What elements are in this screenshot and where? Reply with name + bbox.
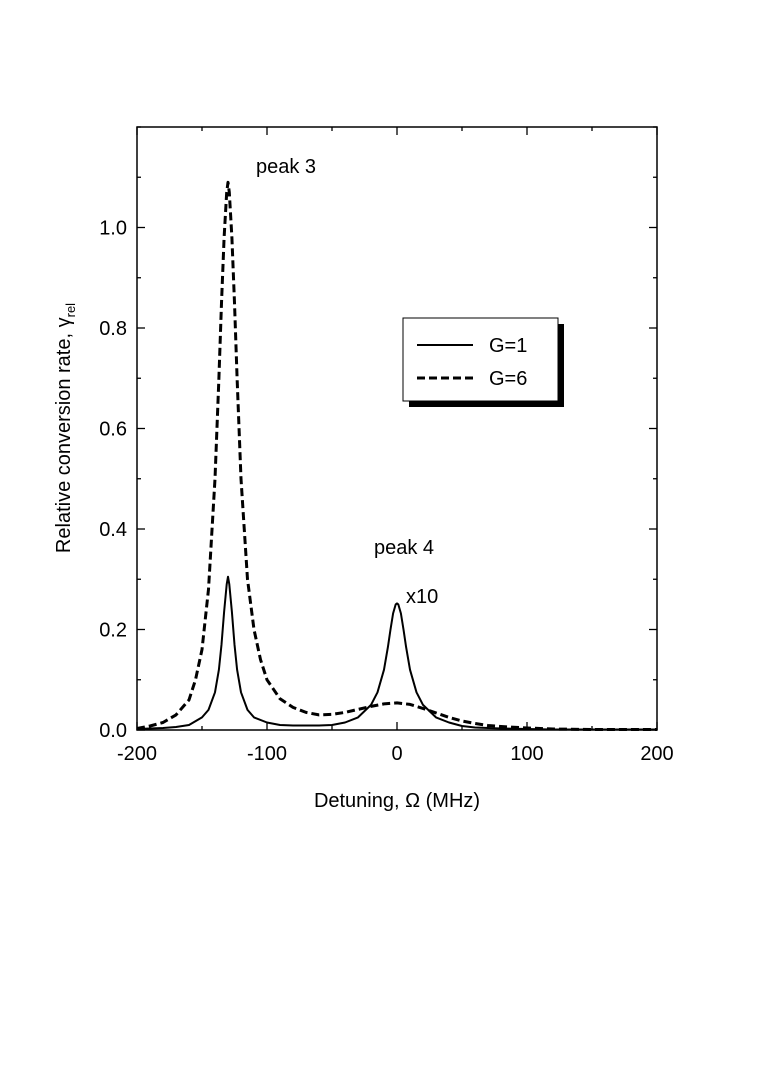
annotation-peak-3: peak 3	[256, 156, 316, 178]
y-tick-label: 0.8	[99, 318, 127, 340]
legend-label-g6: G=6	[489, 368, 527, 390]
y-tick-label: 0.4	[99, 519, 127, 541]
y-axis-title: Relative conversion rate, γrel	[53, 303, 78, 553]
annotation-peak-4: peak 4	[374, 537, 434, 559]
legend: G=1 G=6	[402, 317, 564, 407]
x-tick-label: -200	[117, 743, 157, 765]
y-tick-label: 0.0	[99, 720, 127, 742]
x-tick-label: -100	[247, 743, 287, 765]
series-line-g1	[136, 575, 657, 731]
annotation-x10: x10	[406, 586, 438, 608]
x-tick-label: 200	[640, 743, 673, 765]
y-tick-label: 1.0	[99, 218, 127, 240]
y-tick-label: 0.2	[99, 620, 127, 642]
legend-label-g1: G=1	[489, 335, 527, 357]
legend-box	[402, 317, 559, 402]
series-line-g6	[136, 180, 657, 731]
x-tick-label: 0	[391, 743, 402, 765]
y-axis-title-main: Relative conversion rate, γ	[53, 317, 75, 553]
y-tick-label: 0.6	[99, 419, 127, 441]
y-axis-title-subscript: rel	[63, 303, 78, 318]
x-axis-title: Detuning, Ω (MHz)	[314, 790, 480, 812]
plot-frame	[136, 126, 658, 731]
plot-layer	[136, 180, 657, 731]
x-tick-label: 100	[510, 743, 543, 765]
ticks-layer: -200 -100 0 100 200 0.0 0.2 0.4 0.6 0.8 1.0	[99, 126, 674, 765]
